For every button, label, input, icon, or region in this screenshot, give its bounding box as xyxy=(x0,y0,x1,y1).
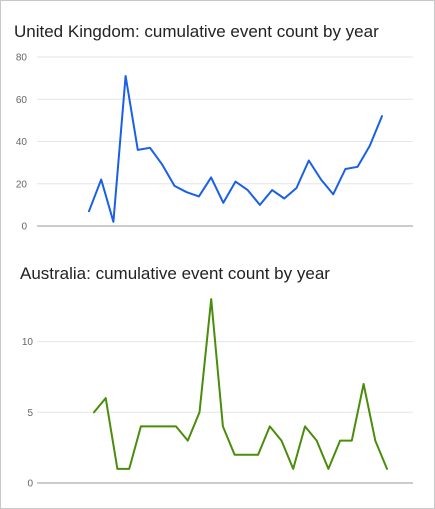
data-point xyxy=(163,425,165,427)
data-point xyxy=(344,168,346,170)
data-point xyxy=(222,202,224,204)
data-point xyxy=(308,160,310,162)
data-point xyxy=(247,189,249,191)
data-point xyxy=(140,425,142,427)
y-tick-label: 10 xyxy=(22,337,34,348)
data-point xyxy=(269,425,271,427)
y-tick-label: 60 xyxy=(16,95,28,106)
data-point xyxy=(175,425,177,427)
data-point xyxy=(339,440,341,442)
data-point xyxy=(88,210,90,212)
data-point xyxy=(281,440,283,442)
data-point xyxy=(271,189,273,191)
y-tick-label: 40 xyxy=(16,137,28,148)
y-tick-label: 5 xyxy=(27,408,33,419)
data-point xyxy=(116,468,118,470)
data-point xyxy=(235,181,237,183)
data-point xyxy=(137,149,139,151)
data-point xyxy=(257,454,259,456)
data-point xyxy=(210,298,212,300)
data-point xyxy=(320,179,322,181)
series-line xyxy=(88,75,383,223)
data-point xyxy=(128,468,130,470)
chart-title-australia: Australia: cumulative event count by yea… xyxy=(20,264,330,283)
data-point xyxy=(173,185,175,187)
data-point xyxy=(292,468,294,470)
y-tick-label: 20 xyxy=(16,179,28,190)
data-point xyxy=(381,115,383,117)
data-point xyxy=(187,440,189,442)
data-point xyxy=(357,166,359,168)
data-point xyxy=(259,204,261,206)
data-point xyxy=(316,440,318,442)
data-point xyxy=(296,187,298,189)
data-point xyxy=(386,468,388,470)
data-point xyxy=(245,454,247,456)
data-point xyxy=(100,179,102,181)
data-point xyxy=(186,191,188,193)
data-point xyxy=(149,147,151,149)
data-point xyxy=(222,425,224,427)
series-line xyxy=(93,298,388,470)
y-tick-label: 0 xyxy=(27,479,33,490)
data-point xyxy=(198,195,200,197)
data-point xyxy=(112,221,114,223)
data-point xyxy=(210,176,212,178)
data-point xyxy=(327,468,329,470)
y-tick-label: 80 xyxy=(16,53,28,64)
data-point xyxy=(161,164,163,166)
data-point xyxy=(374,440,376,442)
data-point xyxy=(105,397,107,399)
data-point xyxy=(198,411,200,413)
data-point xyxy=(152,425,154,427)
data-point xyxy=(234,454,236,456)
data-point xyxy=(304,425,306,427)
data-point xyxy=(283,198,285,200)
data-point xyxy=(363,383,365,385)
chart-title-uk: United Kingdom: cumulative event count b… xyxy=(14,22,379,41)
data-point xyxy=(125,75,127,77)
data-point xyxy=(93,411,95,413)
y-tick-label: 0 xyxy=(21,222,27,233)
data-point xyxy=(351,440,353,442)
data-point xyxy=(332,193,334,195)
data-point xyxy=(369,145,371,147)
